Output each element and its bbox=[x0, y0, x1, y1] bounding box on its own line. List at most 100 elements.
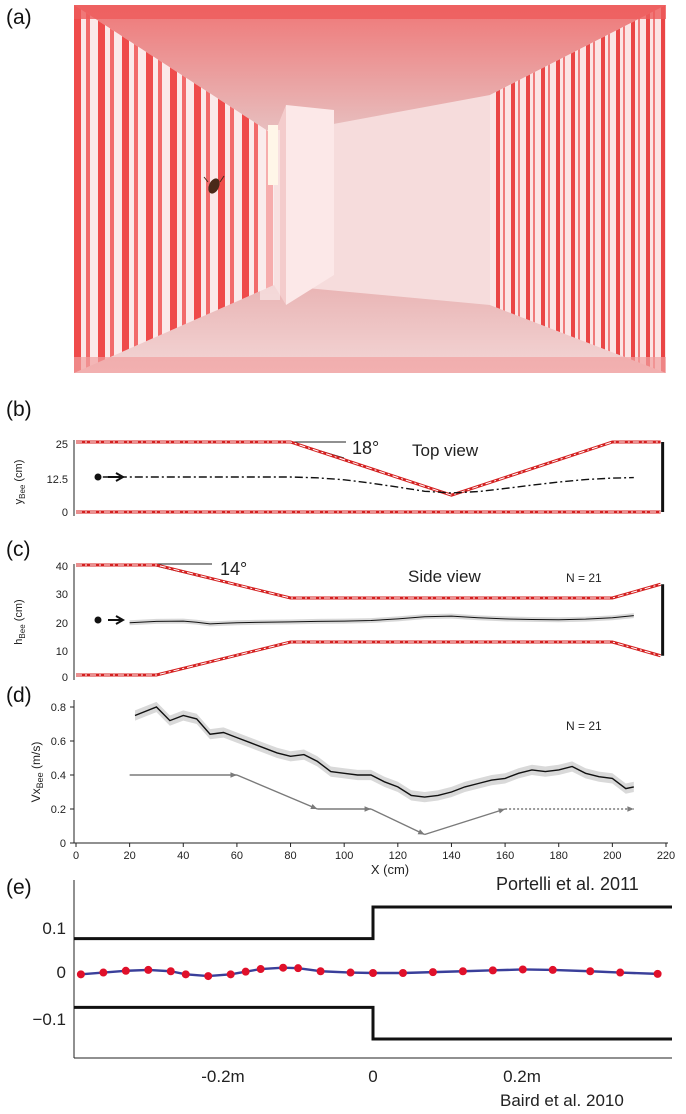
panel-b-ytick-0: 0 bbox=[62, 507, 68, 519]
panel-d-arrowhead bbox=[627, 806, 634, 812]
panel-e-position-dot bbox=[294, 964, 303, 973]
panel-b-upper-wall-dash bbox=[76, 441, 661, 496]
tunnel-left-wall bbox=[74, 5, 274, 373]
panel-e-ytick-neg0.1: −0.1 bbox=[32, 1010, 66, 1029]
panel-e-trajectory-segment bbox=[492, 968, 523, 972]
panel-e-position-dot bbox=[204, 972, 213, 981]
panel-c-upper-wall bbox=[76, 563, 662, 600]
panel-e-ytick-0: 0 bbox=[57, 963, 66, 982]
panel-c-n-label: N = 21 bbox=[566, 571, 602, 585]
panel-e-position-dot bbox=[398, 969, 407, 977]
panel-d-speed-arrow bbox=[370, 808, 425, 836]
panel-e-trajectory-segment bbox=[462, 969, 493, 973]
panel-d-ytick-label: 0.8 bbox=[51, 702, 66, 714]
panel-e-trajectory bbox=[76, 963, 662, 981]
panel-label-a: (a) bbox=[6, 6, 32, 29]
panel-e-position-dot bbox=[181, 970, 190, 979]
panel-d-xtick-label: 140 bbox=[442, 850, 460, 862]
panel-c-axes: 40 30 20 10 0 hBee (cm) 14° Side view N … bbox=[13, 559, 602, 684]
panel-d-arrowhead bbox=[230, 772, 237, 778]
panel-e-position-dot bbox=[226, 970, 235, 979]
panel-d-citation: Portelli et al. 2011 bbox=[496, 874, 639, 894]
panel-c-lower-wall bbox=[76, 640, 662, 677]
panel-c-lower-wall-dash bbox=[76, 641, 661, 676]
panel-e-position-dot bbox=[316, 967, 325, 976]
panel-b-ytick-12: 12.5 bbox=[47, 474, 68, 486]
tunnel-photo bbox=[74, 5, 666, 373]
bee-icon bbox=[203, 175, 225, 194]
panel-c-trajectory-line bbox=[129, 615, 634, 625]
panel-e-ytick-0.1: 0.1 bbox=[42, 919, 66, 938]
panel-e-upper-wall bbox=[74, 905, 672, 941]
panel-e-xtick-0.2m: 0.2m bbox=[503, 1067, 541, 1086]
panel-label-b: (b) bbox=[6, 398, 32, 421]
panel-c-view-label: Side view bbox=[408, 567, 481, 586]
panel-d-error-band bbox=[135, 701, 634, 803]
panel-c-ytick-0: 0 bbox=[62, 672, 68, 684]
panel-e-position-dot bbox=[548, 965, 557, 974]
panel-e-position-dot bbox=[488, 966, 497, 975]
panel-e-xtick-0: 0 bbox=[368, 1067, 377, 1086]
panel-d-arrowhead bbox=[498, 808, 506, 814]
panel-d-arrowhead bbox=[364, 806, 371, 812]
panel-b-trajectory bbox=[94, 472, 634, 494]
panel-c-ylabel: hBee (cm) bbox=[13, 599, 27, 644]
panel-label-c: (c) bbox=[6, 538, 31, 561]
panel-c-ytick-40: 40 bbox=[56, 561, 68, 573]
panel-e-position-dot bbox=[241, 967, 250, 976]
panel-d-arrows bbox=[129, 772, 634, 836]
panel-d-xtick-label: 80 bbox=[284, 850, 296, 862]
panel-d-ytick-label: 0 bbox=[60, 838, 66, 850]
panel-d-ticks: 0 20 40 60 80 100 120 140 160 180 200 220 0 0.2 0.4 0.6… bbox=[51, 702, 675, 862]
panel-d-xtick-label: 100 bbox=[335, 850, 353, 862]
panel-d-ytick-label: 0.4 bbox=[51, 770, 66, 782]
panel-b-bee-start-dot bbox=[94, 473, 102, 481]
panel-e-position-dot bbox=[369, 969, 377, 977]
tunnel-right-wall bbox=[490, 5, 666, 373]
panel-e-position-dot bbox=[99, 968, 108, 977]
panel-e-trajectory-segment bbox=[590, 970, 621, 974]
panel-d-xtick-label: 40 bbox=[177, 850, 189, 862]
panel-d-xtick-label: 20 bbox=[124, 850, 136, 862]
panel-d-speed-line bbox=[134, 701, 634, 803]
panel-d-speed-line-path bbox=[134, 706, 634, 798]
panel-c-ytick-30: 30 bbox=[56, 589, 68, 601]
panel-e-position-dot bbox=[458, 967, 467, 976]
panel-b-ytick-25: 25 bbox=[56, 439, 68, 451]
panel-d-xtick-label: 180 bbox=[550, 850, 568, 862]
panel-d-axes: N = 21 VxBee (m/s) X (cm) Portelli et al… bbox=[29, 700, 668, 894]
panel-e-xtick-neg0.2m: -0.2m bbox=[201, 1067, 244, 1086]
panel-d-arrowhead bbox=[310, 803, 318, 810]
panel-e-trajectory-segment bbox=[432, 970, 463, 974]
panel-e-position-dot bbox=[428, 968, 437, 977]
panel-e-position-dot bbox=[76, 970, 85, 979]
panel-d-xtick-label: 220 bbox=[657, 850, 675, 862]
panel-d-xtick-label: 0 bbox=[73, 850, 79, 862]
panel-d-arrowhead bbox=[417, 829, 425, 835]
panel-e-trajectory-segment bbox=[320, 970, 351, 974]
panel-d-xtick-label: 200 bbox=[603, 850, 621, 862]
panel-c-ytick-10: 10 bbox=[56, 646, 68, 658]
panel-d-xtick-label: 160 bbox=[496, 850, 514, 862]
panel-e-walls bbox=[74, 905, 672, 1041]
panel-b-ylabel: yBee (cm) bbox=[13, 460, 27, 505]
panel-b-angle-label: 18° bbox=[352, 438, 379, 458]
panel-e-trajectory-segment bbox=[552, 968, 591, 973]
panel-b-walls bbox=[76, 440, 665, 514]
panel-b-axes: 25 12.5 0 yBee (cm) 18° Top view bbox=[13, 438, 479, 519]
panel-d-ytick-label: 0.2 bbox=[51, 804, 66, 816]
panel-d-speed-arrow bbox=[424, 808, 506, 836]
panel-e-position-dot bbox=[279, 963, 288, 972]
panel-c-bee-start-dot bbox=[94, 616, 102, 624]
panel-e-position-dot bbox=[346, 968, 355, 977]
panel-e-trajectory-segment bbox=[620, 971, 658, 976]
panel-b-view-label: Top view bbox=[412, 441, 479, 460]
panel-c-walls bbox=[76, 563, 665, 677]
panel-e-citation: Baird et al. 2010 bbox=[500, 1091, 624, 1110]
panel-e-position-dot bbox=[586, 967, 595, 976]
panel-label-d: (d) bbox=[6, 684, 32, 707]
panel-c-ytick-20: 20 bbox=[56, 618, 68, 630]
panel-d-ylabel: VxBee (m/s) bbox=[29, 742, 45, 803]
panel-c-angle-label: 14° bbox=[220, 559, 247, 579]
